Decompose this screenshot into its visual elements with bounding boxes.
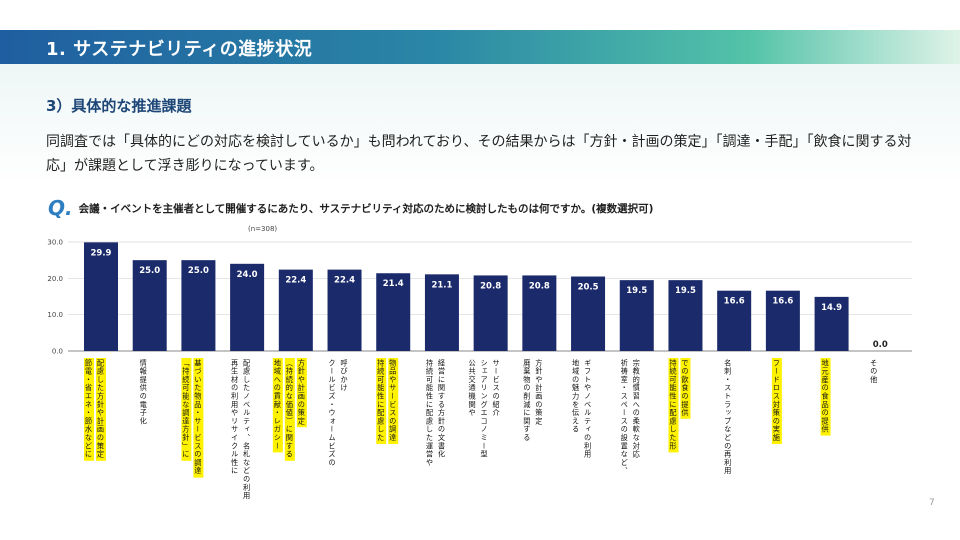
bar bbox=[230, 263, 265, 351]
x-tick-label: 呼びかけ bbox=[340, 358, 349, 392]
label-highlight bbox=[84, 358, 94, 461]
label-highlight bbox=[272, 358, 283, 453]
data-label: 20.8 bbox=[529, 281, 550, 291]
x-tick-label: ギフトやノベルティの利用 bbox=[584, 359, 593, 459]
x-tick-label: 配慮した方針や計画の策定 bbox=[97, 359, 106, 459]
x-tick-label: その他 bbox=[870, 359, 879, 384]
page-title: 1. サステナビリティの進捗状況 bbox=[46, 39, 313, 60]
y-tick-label: 30.0 bbox=[47, 239, 63, 247]
x-tick-label: 方針や計画の策定 bbox=[535, 358, 544, 425]
y-tick-label: 20.0 bbox=[47, 275, 63, 283]
x-tick-label: 宗教的慣習への柔軟な対応 bbox=[632, 358, 641, 458]
label-highlight bbox=[296, 358, 307, 428]
x-tick-label: 祈祷室・スペースの設置など、 bbox=[620, 358, 629, 475]
x-tick-label: 節電・省エネ・節水などに bbox=[85, 358, 94, 458]
x-tick-label: 地域の魅力を伝える bbox=[572, 358, 581, 433]
data-label: 0.0 bbox=[873, 340, 888, 350]
data-label: 25.0 bbox=[139, 266, 160, 276]
x-tick-label: 基づいた物品・サービスの調達 bbox=[194, 358, 203, 475]
bar bbox=[327, 269, 362, 351]
data-label: 29.9 bbox=[91, 248, 112, 258]
x-tick-label: 物品やサービスの調達 bbox=[389, 358, 398, 442]
question: Q. 会議・イベントを主催者として開催するにあたり、サステナビリティ対応のために… bbox=[48, 196, 653, 220]
bar bbox=[132, 260, 167, 351]
data-label: 16.6 bbox=[724, 297, 745, 307]
data-label: 24.0 bbox=[237, 270, 258, 280]
label-highlight bbox=[820, 358, 831, 436]
label-highlight bbox=[668, 358, 679, 453]
bar bbox=[84, 242, 118, 351]
y-tick-label: 10.0 bbox=[47, 311, 63, 319]
data-label: 21.1 bbox=[431, 280, 452, 290]
question-mark: Q. bbox=[48, 196, 73, 220]
bar bbox=[668, 280, 703, 351]
data-label: 22.4 bbox=[285, 276, 306, 286]
y-tick-label: 0.0 bbox=[52, 348, 63, 356]
data-label: 16.6 bbox=[772, 297, 793, 307]
data-label: 20.5 bbox=[578, 283, 599, 293]
sample-size-note: (n=308) bbox=[248, 225, 278, 233]
bar bbox=[717, 290, 752, 351]
label-highlight bbox=[96, 358, 106, 461]
label-highlight bbox=[181, 358, 192, 461]
label-highlight bbox=[388, 358, 399, 444]
x-tick-label: 持続可能性に配慮した運営や bbox=[425, 358, 434, 467]
body-text: 同調査では「具体的にどの対応を検討しているか」も問われており、その結果からは「方… bbox=[46, 134, 912, 174]
bar bbox=[765, 290, 800, 351]
label-highlight bbox=[284, 358, 295, 461]
x-tick-label: フードロス対策の実施 bbox=[772, 359, 781, 442]
header-bar bbox=[0, 30, 960, 64]
x-tick-label: 名刺・ストラップなどの再利用 bbox=[724, 358, 733, 475]
data-label: 19.5 bbox=[626, 286, 647, 296]
x-tick-label: での飲食の提供 bbox=[681, 359, 690, 417]
x-tick-label: 持続可能性に配慮した形 bbox=[669, 358, 678, 450]
bar bbox=[376, 273, 411, 351]
label-highlight bbox=[771, 358, 782, 444]
x-tick-label: 方針や計画の策定 bbox=[297, 358, 306, 425]
bar bbox=[814, 296, 849, 351]
background-fade bbox=[0, 64, 960, 184]
data-label: 20.8 bbox=[480, 281, 501, 291]
bar bbox=[181, 260, 216, 351]
section-title: 3）具体的な推進課題 bbox=[46, 97, 192, 115]
label-highlight bbox=[376, 358, 387, 444]
bar bbox=[619, 280, 654, 351]
x-tick-label: クールビズ・ウォームビズの bbox=[328, 359, 337, 467]
x-tick-label: 再生材の利用やリサイクル性に bbox=[231, 359, 240, 475]
x-tick-label: 地元産の食品の提供 bbox=[821, 358, 830, 433]
x-tick-label: 「持続可能な調達方針」に bbox=[182, 359, 191, 459]
x-tick-label: 持続可能性に配慮した bbox=[377, 358, 386, 442]
x-tick-label: 配慮したノベルティ、名札などの利用 bbox=[243, 359, 252, 500]
bar bbox=[473, 275, 508, 351]
label-highlight bbox=[680, 358, 691, 419]
x-tick-label: 廃棄物の削減に関する bbox=[523, 358, 532, 442]
label-highlight bbox=[193, 358, 204, 478]
data-label: 21.4 bbox=[383, 279, 404, 289]
x-tick-label: 経営に関する方針の文書化 bbox=[437, 358, 446, 458]
data-label: 14.9 bbox=[821, 303, 842, 313]
bar bbox=[424, 274, 459, 351]
x-tick-label: サービスの紹介 bbox=[492, 359, 501, 417]
data-label: 22.4 bbox=[334, 276, 355, 286]
bar bbox=[522, 275, 557, 351]
bar bbox=[571, 276, 606, 351]
question-text: 会議・イベントを主催者として開催するにあたり、サステナビリティ対応のために検討し… bbox=[78, 202, 654, 215]
page-number: 7 bbox=[929, 498, 935, 508]
data-label: 25.0 bbox=[188, 266, 209, 276]
x-tick-label: （持続的な価値）に関する bbox=[285, 359, 294, 459]
x-tick-label: 情報提供の電子化 bbox=[139, 358, 148, 425]
x-tick-label: 公共交通機関や bbox=[468, 359, 477, 417]
data-label: 19.5 bbox=[675, 286, 696, 296]
x-tick-label: 地域への貢献・レガシー bbox=[273, 358, 282, 450]
bar bbox=[278, 269, 313, 351]
x-tick-label: シェアリングエコノミー型 bbox=[480, 359, 489, 459]
